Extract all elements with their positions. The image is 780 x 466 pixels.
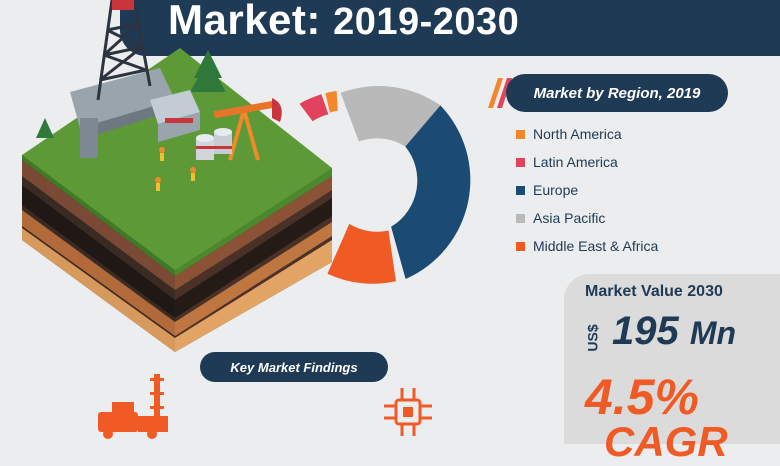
legend-item-asia-pacific: Asia Pacific <box>516 204 658 232</box>
donut-segment-latin-america <box>299 94 329 122</box>
donut-segment-asia-pacific <box>340 85 441 147</box>
donut-segment-europe <box>391 105 471 280</box>
legend-item-north-america: North America <box>516 120 658 148</box>
market-value-panel <box>564 274 780 444</box>
currency-label-box: US$ <box>578 318 608 358</box>
key-findings-badge: Key Market Findings <box>200 352 388 382</box>
page-title: Market: 2019-2030 <box>168 0 519 44</box>
key-findings-label: Key Market Findings <box>230 359 358 375</box>
legend-item-latin-america: Latin America <box>516 148 658 176</box>
region-legend: North America Latin America Europe Asia … <box>516 120 658 260</box>
market-value-amount: 195 Mn <box>612 309 736 354</box>
legend-swatch <box>516 185 525 195</box>
market-value-unit: Mn <box>689 315 737 351</box>
legend-swatch <box>516 129 525 139</box>
legend-swatch <box>516 213 525 223</box>
region-heading-bar: Market by Region, 2019 <box>506 74 728 112</box>
storage-tanks <box>196 128 232 160</box>
oil-field-illustration <box>22 0 332 352</box>
tree <box>36 118 54 138</box>
derrick-tower <box>96 0 152 101</box>
legend-item-europe: Europe <box>516 176 658 204</box>
legend-swatch <box>516 157 525 167</box>
title-banner <box>120 0 780 56</box>
legend-label: Europe <box>533 182 579 198</box>
legend-item-middle-east-africa: Middle East & Africa <box>516 232 658 260</box>
legend-swatch <box>516 241 525 251</box>
currency-label: US$ <box>584 324 601 352</box>
donut-segment-middle-east-africa <box>327 223 396 284</box>
cagr-label: CAGR <box>604 418 728 465</box>
cagr-value: 4.5% <box>585 369 699 425</box>
title-years: 2019-2030 <box>333 1 520 43</box>
legend-label: Latin America <box>533 154 618 170</box>
market-value-label: Market Value 2030 <box>585 283 723 300</box>
legend-label: Middle East & Africa <box>533 238 659 254</box>
market-value-number: 195 <box>612 309 679 353</box>
region-heading-badge: Market by Region, 2019 <box>486 74 736 112</box>
legend-label: Asia Pacific <box>533 210 606 226</box>
donut-segment-north-america <box>325 90 338 113</box>
truck-rig-icon <box>98 374 168 439</box>
microchip-icon <box>384 388 432 436</box>
pump-jack <box>213 98 282 161</box>
region-heading: Market by Region, 2019 <box>533 84 701 102</box>
region-donut-chart <box>299 85 471 284</box>
title-main: Market: <box>168 0 321 43</box>
legend-label: North America <box>533 126 622 142</box>
